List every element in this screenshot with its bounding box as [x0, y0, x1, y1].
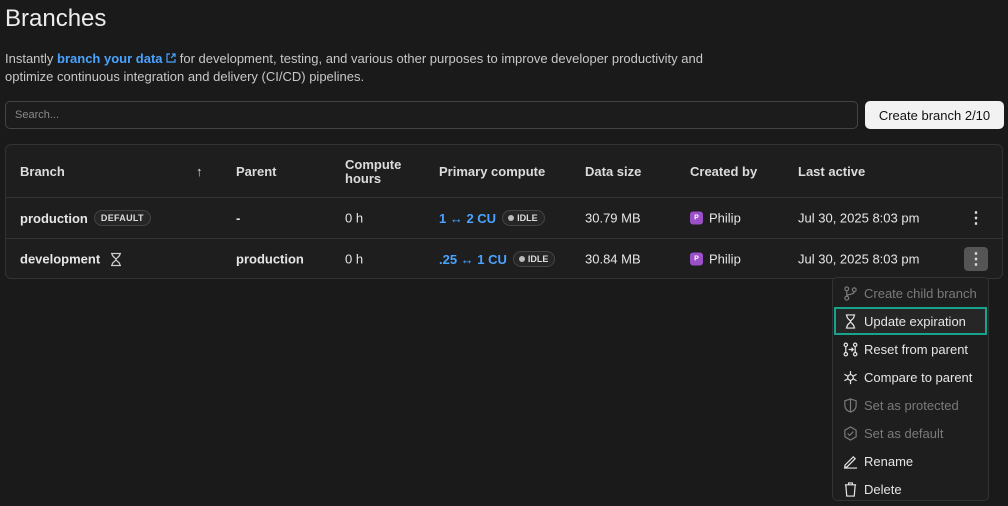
default-badge: DEFAULT: [93, 210, 151, 226]
menu-label: Create child branch: [864, 285, 977, 301]
col-created: Created by: [690, 163, 758, 179]
compare-icon: [844, 370, 857, 384]
parent[interactable]: production: [236, 251, 304, 267]
sort-ascending-icon[interactable]: ↑: [196, 163, 203, 179]
page-title: Branches: [5, 5, 107, 32]
menu-item-reset-from-parent[interactable]: Reset from parent: [834, 335, 987, 363]
status-dot-icon: [508, 215, 515, 221]
col-branch[interactable]: Branch: [20, 163, 65, 179]
col-parent: Parent: [236, 163, 277, 179]
table-row[interactable]: development production 0 h .25 ↔ 1 CU IDL…: [6, 238, 1002, 279]
link-label: branch your data: [57, 51, 163, 66]
created-by: Philip: [709, 251, 741, 267]
table-header: Branch ↑ Parent Compute hours Primary co…: [6, 145, 1002, 198]
menu-label: Set as default: [864, 425, 944, 441]
menu-item-rename[interactable]: Rename: [834, 447, 987, 475]
branch-name[interactable]: development: [20, 251, 101, 267]
menu-label: Compare to parent: [864, 369, 973, 385]
status-badge: IDLE: [512, 251, 556, 267]
menu-item-update-expiration[interactable]: Update expiration: [834, 307, 987, 335]
data-size: 30.84 MB: [585, 251, 641, 267]
col-compute: Compute hours: [345, 156, 402, 186]
status-dot-icon: [518, 256, 525, 262]
menu-label: Delete: [864, 481, 902, 497]
menu-item-set-as-default[interactable]: Set as default: [834, 419, 987, 447]
menu-item-create-child-branch[interactable]: Create child branch: [834, 279, 987, 307]
external-link-icon: [166, 53, 176, 63]
menu-item-delete[interactable]: Delete: [834, 475, 987, 503]
parent: -: [236, 210, 241, 226]
create-branch-button[interactable]: Create branch 2/10: [865, 101, 1004, 129]
avatar: P: [690, 252, 703, 266]
compute-hours: 0 h: [345, 251, 364, 267]
menu-item-set-as-protected[interactable]: Set as protected: [834, 391, 987, 419]
table-row[interactable]: production DEFAULT - 0 h 1 ↔ 2 CU IDLE 30.…: [6, 197, 1002, 238]
menu-label: Reset from parent: [864, 341, 969, 357]
page-description: Instantly branch your data for developme…: [5, 50, 705, 86]
compute-size-link[interactable]: 1 ↔ 2 CU: [439, 210, 497, 226]
branch-docs-link[interactable]: branch your data: [57, 51, 176, 66]
last-active: Jul 30, 2025 8:03 pm: [798, 251, 920, 267]
hourglass-icon: [111, 252, 122, 266]
branch-icon: [844, 285, 857, 301]
menu-item-compare-to-parent[interactable]: Compare to parent: [834, 363, 987, 391]
menu-label: Update expiration: [864, 313, 966, 329]
branches-table: Branch ↑ Parent Compute hours Primary co…: [5, 144, 1003, 279]
branch-actions-menu: Create child branch Update expiration Re…: [832, 277, 989, 501]
status-label: IDLE: [517, 213, 538, 223]
compute-size-link[interactable]: .25 ↔ 1 CU: [439, 251, 507, 267]
desc-text: for development, testing, and various ot…: [5, 51, 703, 84]
menu-label: Set as protected: [864, 397, 959, 413]
col-primary: Primary compute: [439, 163, 546, 179]
status-label: IDLE: [527, 254, 549, 264]
reset-icon: [843, 342, 858, 356]
check-badge-icon: [844, 425, 857, 441]
pencil-icon: [843, 455, 858, 469]
compute-hours: 0 h: [345, 210, 364, 226]
trash-icon: [844, 481, 857, 497]
hourglass-icon: [845, 313, 856, 329]
shield-icon: [844, 397, 857, 413]
col-active: Last active: [798, 163, 866, 179]
avatar: P: [690, 211, 703, 225]
data-size: 30.79 MB: [585, 210, 641, 226]
col-size: Data size: [585, 163, 642, 179]
status-badge: IDLE: [502, 210, 545, 226]
menu-label: Rename: [864, 453, 914, 469]
search-input[interactable]: [5, 101, 858, 129]
created-by: Philip: [709, 210, 741, 226]
desc-text: Instantly: [5, 51, 58, 66]
more-options-button[interactable]: ⋮: [968, 210, 984, 227]
more-options-button[interactable]: ⋮: [964, 247, 988, 271]
branch-name[interactable]: production: [20, 210, 88, 226]
last-active: Jul 30, 2025 8:03 pm: [798, 210, 920, 226]
